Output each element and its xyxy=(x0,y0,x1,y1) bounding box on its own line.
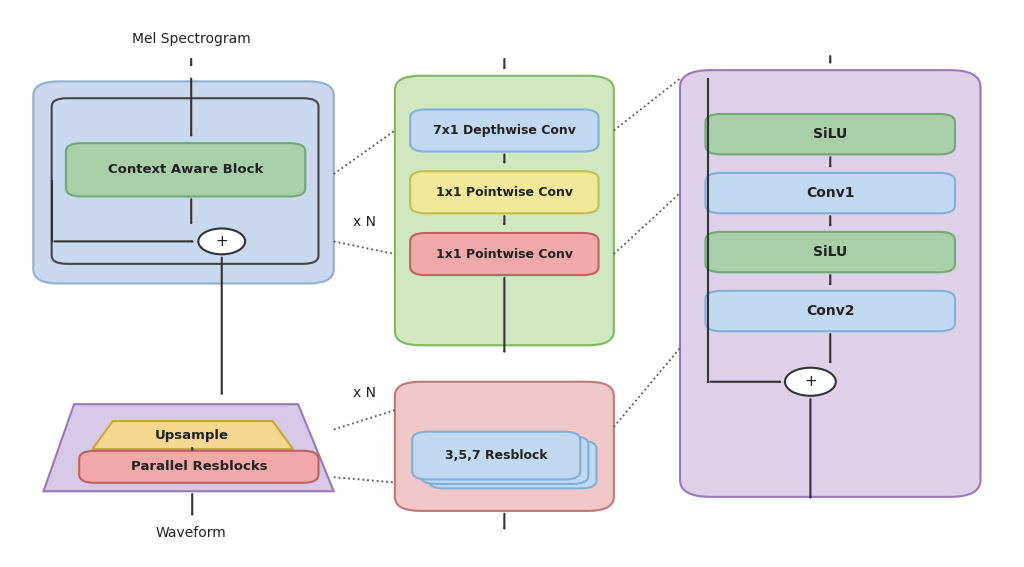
Text: 1x1 Pointwise Conv: 1x1 Pointwise Conv xyxy=(436,248,572,260)
Text: SiLU: SiLU xyxy=(813,245,848,259)
FancyBboxPatch shape xyxy=(428,441,597,488)
Text: Upsample: Upsample xyxy=(156,429,229,442)
FancyBboxPatch shape xyxy=(706,114,955,154)
FancyBboxPatch shape xyxy=(395,76,613,345)
Text: +: + xyxy=(804,374,817,390)
Text: 3,5,7 Resblock: 3,5,7 Resblock xyxy=(444,449,548,462)
FancyBboxPatch shape xyxy=(413,431,581,480)
FancyBboxPatch shape xyxy=(79,451,318,483)
Circle shape xyxy=(785,368,836,396)
FancyBboxPatch shape xyxy=(34,82,334,284)
FancyBboxPatch shape xyxy=(420,436,589,484)
Circle shape xyxy=(199,229,245,255)
FancyBboxPatch shape xyxy=(66,143,305,197)
Text: Conv1: Conv1 xyxy=(806,186,854,200)
Text: Mel Spectrogram: Mel Spectrogram xyxy=(132,32,251,46)
Text: Conv2: Conv2 xyxy=(806,304,854,318)
Text: 7x1 Depthwise Conv: 7x1 Depthwise Conv xyxy=(433,124,575,137)
Text: Waveform: Waveform xyxy=(156,526,226,540)
FancyBboxPatch shape xyxy=(680,70,981,497)
FancyBboxPatch shape xyxy=(411,109,599,151)
FancyBboxPatch shape xyxy=(706,291,955,331)
Polygon shape xyxy=(43,404,334,491)
Text: 1x1 Pointwise Conv: 1x1 Pointwise Conv xyxy=(436,186,572,199)
FancyBboxPatch shape xyxy=(706,173,955,213)
Text: x N: x N xyxy=(353,215,376,229)
FancyBboxPatch shape xyxy=(411,171,599,213)
FancyBboxPatch shape xyxy=(706,232,955,272)
Text: +: + xyxy=(215,234,228,249)
Text: Context Aware Block: Context Aware Block xyxy=(108,163,263,176)
Text: Parallel Resblocks: Parallel Resblocks xyxy=(130,460,267,473)
Polygon shape xyxy=(92,421,293,449)
Text: x N: x N xyxy=(353,386,376,400)
FancyBboxPatch shape xyxy=(411,233,599,275)
FancyBboxPatch shape xyxy=(395,382,613,511)
Text: SiLU: SiLU xyxy=(813,127,848,141)
